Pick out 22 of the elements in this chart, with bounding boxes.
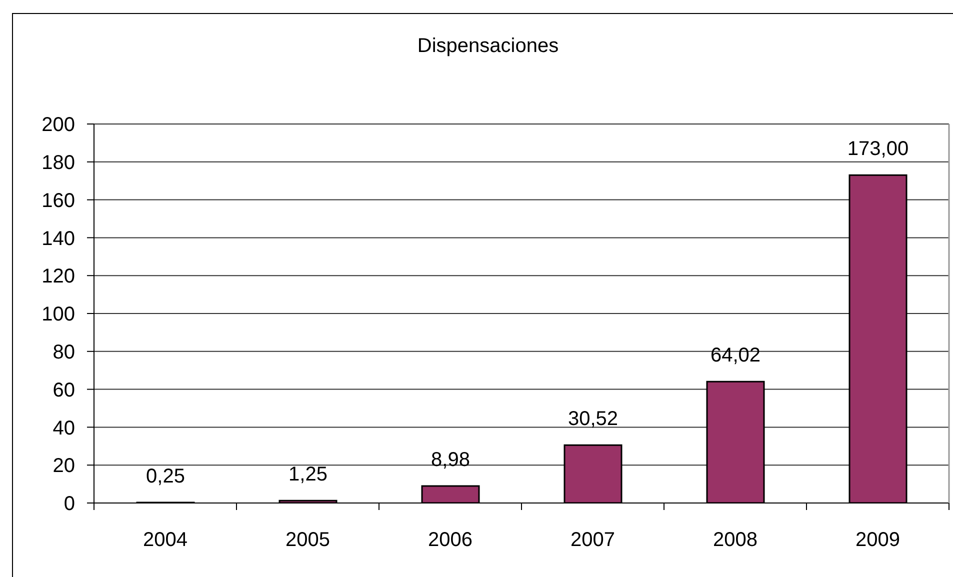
data-label: 30,52 — [568, 408, 618, 430]
x-tick-label: 2008 — [713, 529, 758, 551]
x-tick-label: 2004 — [143, 529, 188, 551]
y-tick-label: 0 — [64, 493, 75, 516]
x-tick-label: 2007 — [570, 529, 615, 551]
y-tick-label: 20 — [52, 455, 75, 478]
data-label: 1,25 — [288, 464, 328, 486]
y-tick-label: 120 — [42, 266, 75, 288]
y-tick-label: 40 — [52, 417, 75, 440]
chart-title: Dispensaciones — [416, 34, 560, 58]
y-tick-label: 100 — [42, 304, 75, 326]
data-label: 0,25 — [146, 466, 185, 488]
y-tick-label: 160 — [42, 190, 75, 212]
y-tick-label: 200 — [42, 114, 75, 136]
x-tick-label: 2009 — [856, 529, 900, 551]
data-label: 173,00 — [847, 138, 909, 160]
x-tick-label: 2006 — [428, 529, 472, 551]
y-tick-label: 60 — [52, 379, 75, 402]
y-tick-label: 180 — [42, 152, 75, 174]
y-tick-label: 140 — [42, 228, 75, 250]
y-tick-label: 80 — [52, 342, 75, 364]
x-tick-label: 2005 — [286, 529, 330, 551]
